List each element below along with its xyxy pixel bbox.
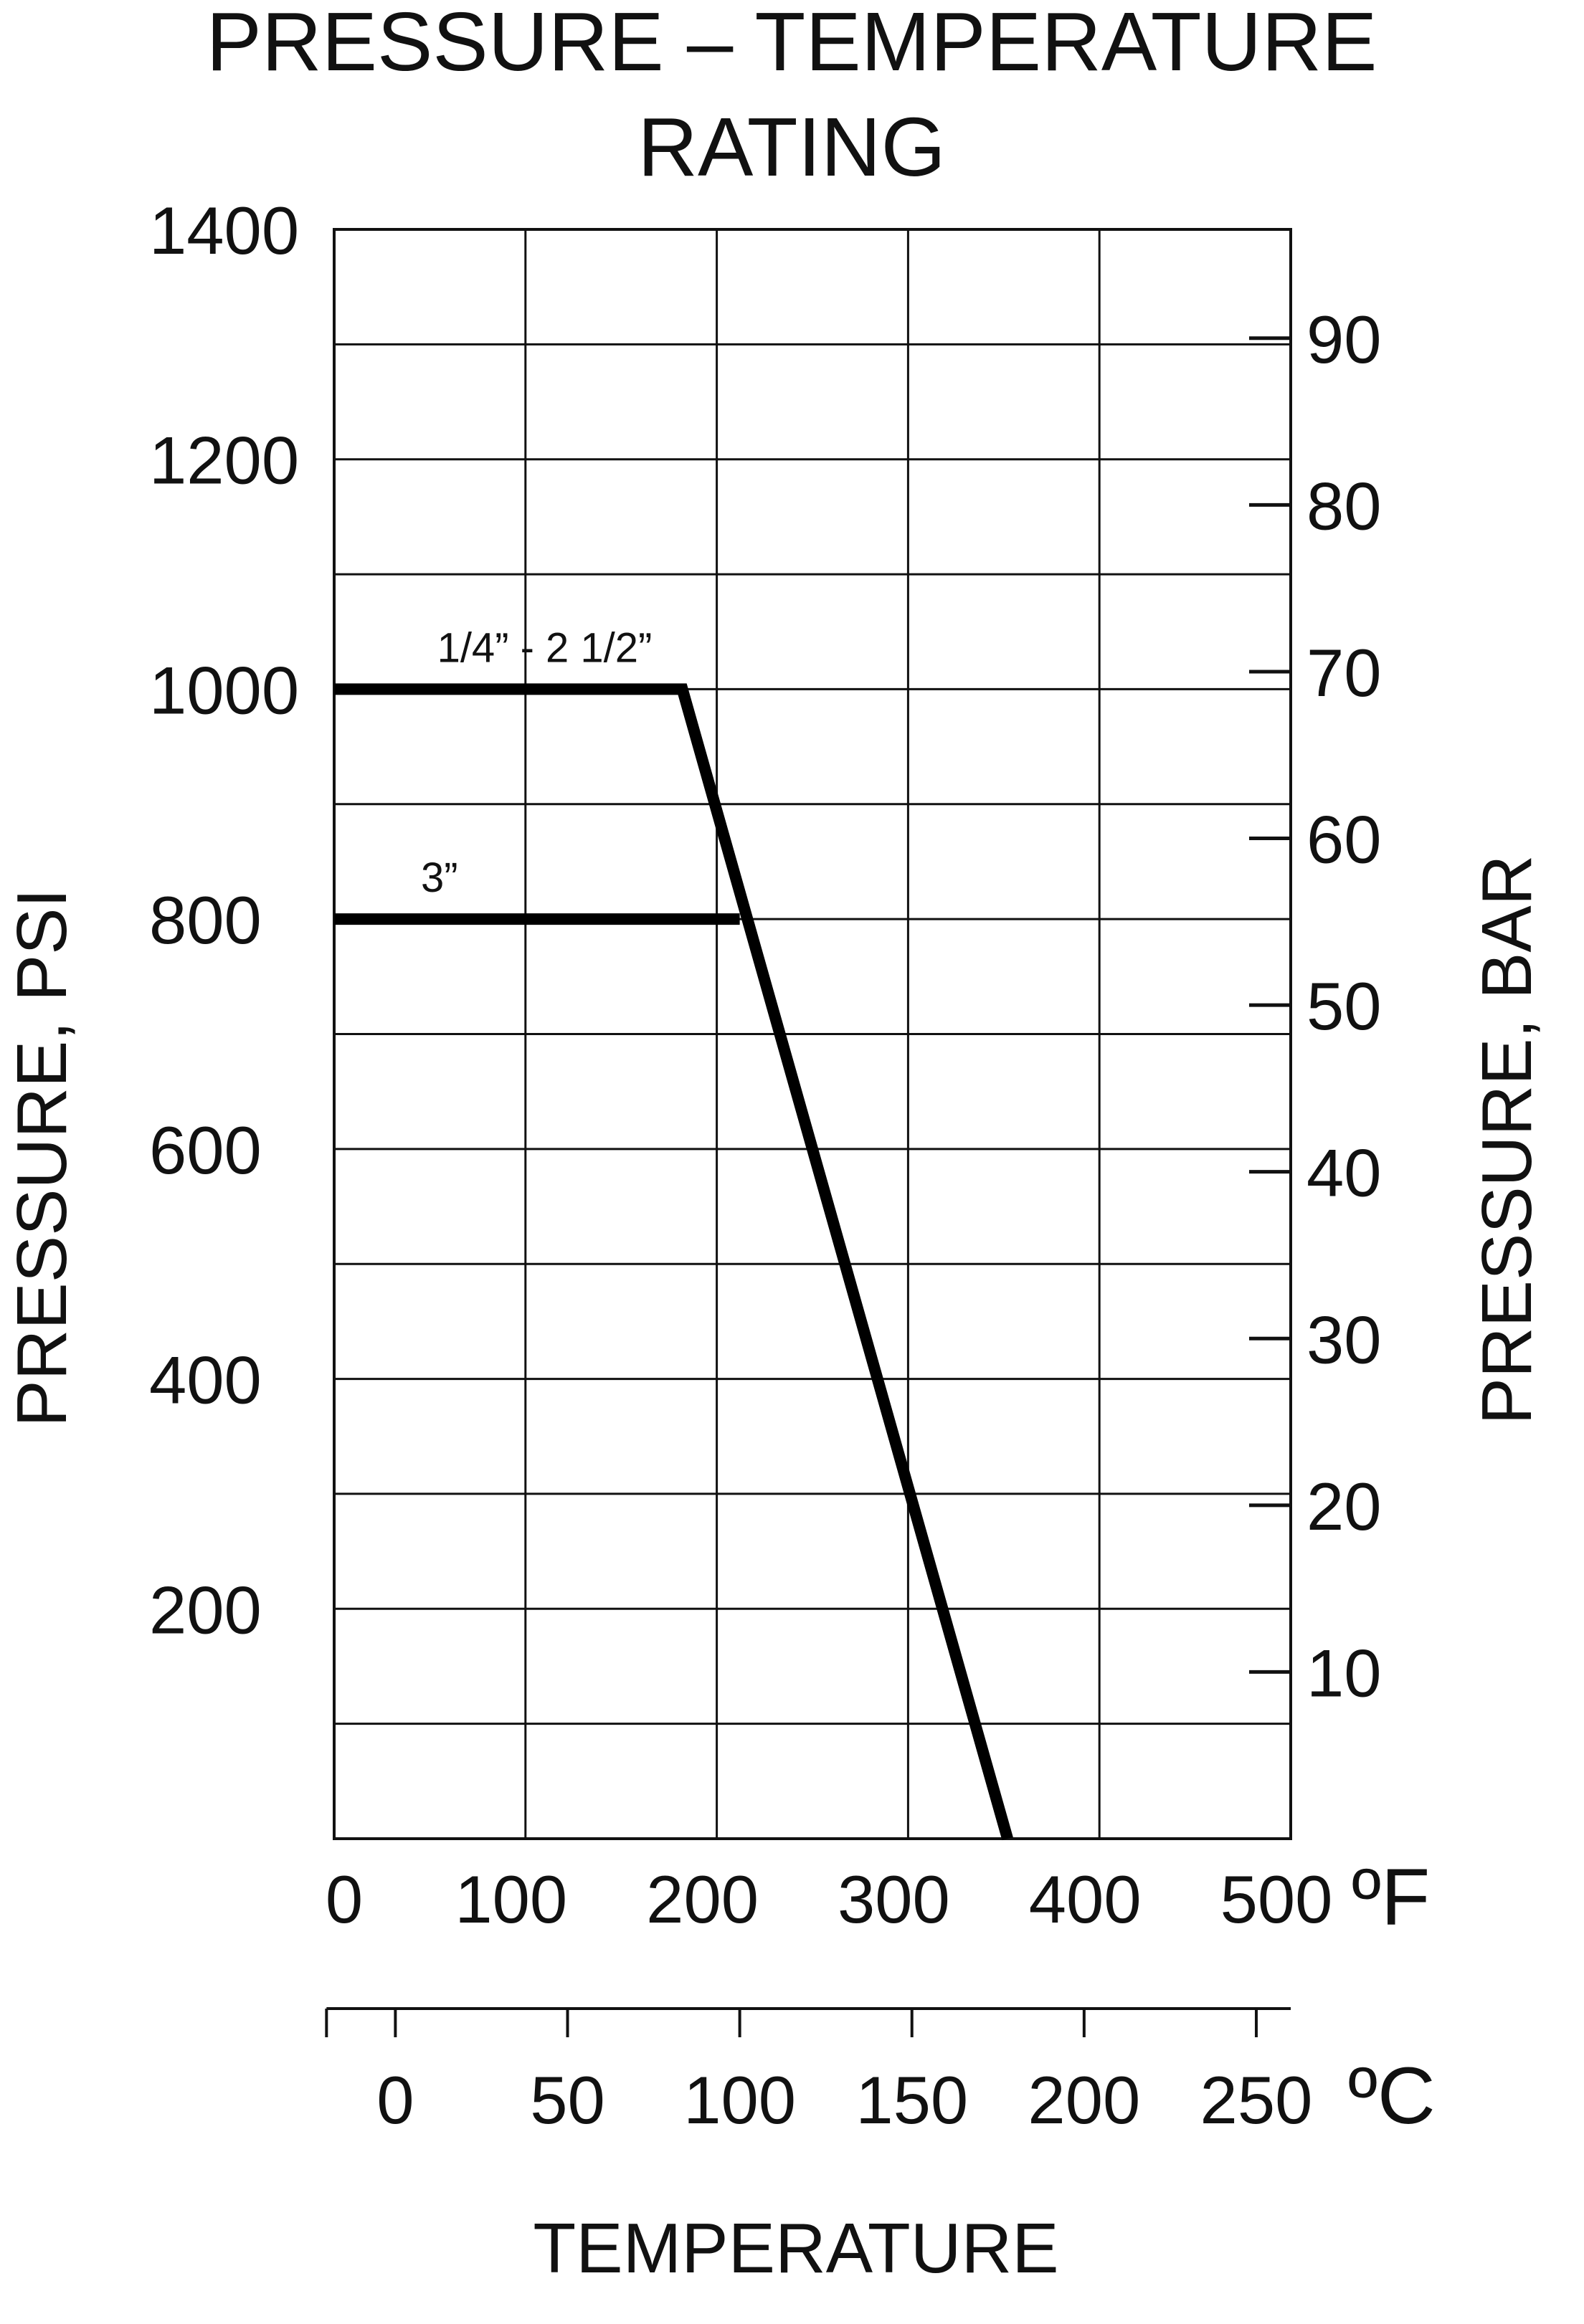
y-axis-title: PRESSURE, PSI <box>2 888 81 1427</box>
y-tick-label: 1000 <box>149 652 299 728</box>
y-tick-label: 600 <box>149 1113 262 1188</box>
y2-tick-label: 60 <box>1306 802 1382 877</box>
chart-title-line1: PRESSURE – TEMPERATURE <box>207 0 1377 88</box>
x2-tick-label: 150 <box>855 2062 968 2138</box>
x-unit-label: ºF <box>1352 1852 1430 1942</box>
series-group: 1/4” - 2 1/2” 3” <box>334 624 1013 1841</box>
y-tick-labels: 200 400 600 800 1000 1200 1400 <box>149 193 299 1647</box>
chart-grid <box>334 229 1291 1839</box>
y2-tick-label: 30 <box>1306 1302 1382 1377</box>
x-tick-labels: 0 100 200 300 400 500 <box>326 1862 1333 1937</box>
x-tick-label: 100 <box>455 1862 567 1937</box>
y-tick-label: 800 <box>149 882 262 958</box>
y2-tick-label: 10 <box>1306 1635 1382 1710</box>
series-label-1: 1/4” - 2 1/2” <box>437 624 653 671</box>
x2-tick-label: 200 <box>1028 2062 1140 2138</box>
celsius-axis: 0 50 100 150 200 250 <box>325 2007 1313 2138</box>
series-label-2: 3” <box>421 854 458 901</box>
y-tick-label: 400 <box>149 1343 262 1418</box>
chart-title-line2: RATING <box>637 100 946 194</box>
y2-tick-label: 70 <box>1306 635 1382 710</box>
x-tick-label: 500 <box>1220 1862 1333 1937</box>
x-axis-title: TEMPERATURE <box>533 2209 1058 2287</box>
plot-frame <box>333 228 1292 1840</box>
y2-tick-label: 40 <box>1306 1135 1382 1211</box>
x-tick-label: 200 <box>646 1862 759 1937</box>
y2-axis-title: PRESSURE, BAR <box>1467 854 1546 1424</box>
y-tick-label: 200 <box>149 1572 262 1647</box>
x2-tick-label: 0 <box>376 2062 414 2138</box>
x-tick-label: 0 <box>326 1862 363 1937</box>
x2-tick-label: 250 <box>1200 2062 1313 2138</box>
y-tick-label: 1200 <box>149 423 299 498</box>
x2-tick-label: 100 <box>683 2062 796 2138</box>
x2-tick-label: 50 <box>530 2062 605 2138</box>
y2-ticks: 10 20 30 40 50 60 70 80 90 <box>1249 302 1382 1710</box>
y2-tick-label: 80 <box>1306 468 1382 543</box>
series-line-1 <box>334 683 1013 1841</box>
y2-tick-label: 50 <box>1306 968 1382 1044</box>
y2-tick-label: 90 <box>1306 302 1382 377</box>
x-tick-label: 300 <box>838 1862 950 1937</box>
y-tick-label: 1400 <box>149 193 299 268</box>
y2-tick-label: 20 <box>1306 1469 1382 1544</box>
x2-unit-label: ºC <box>1348 2051 1436 2140</box>
x-tick-label: 400 <box>1029 1862 1142 1937</box>
